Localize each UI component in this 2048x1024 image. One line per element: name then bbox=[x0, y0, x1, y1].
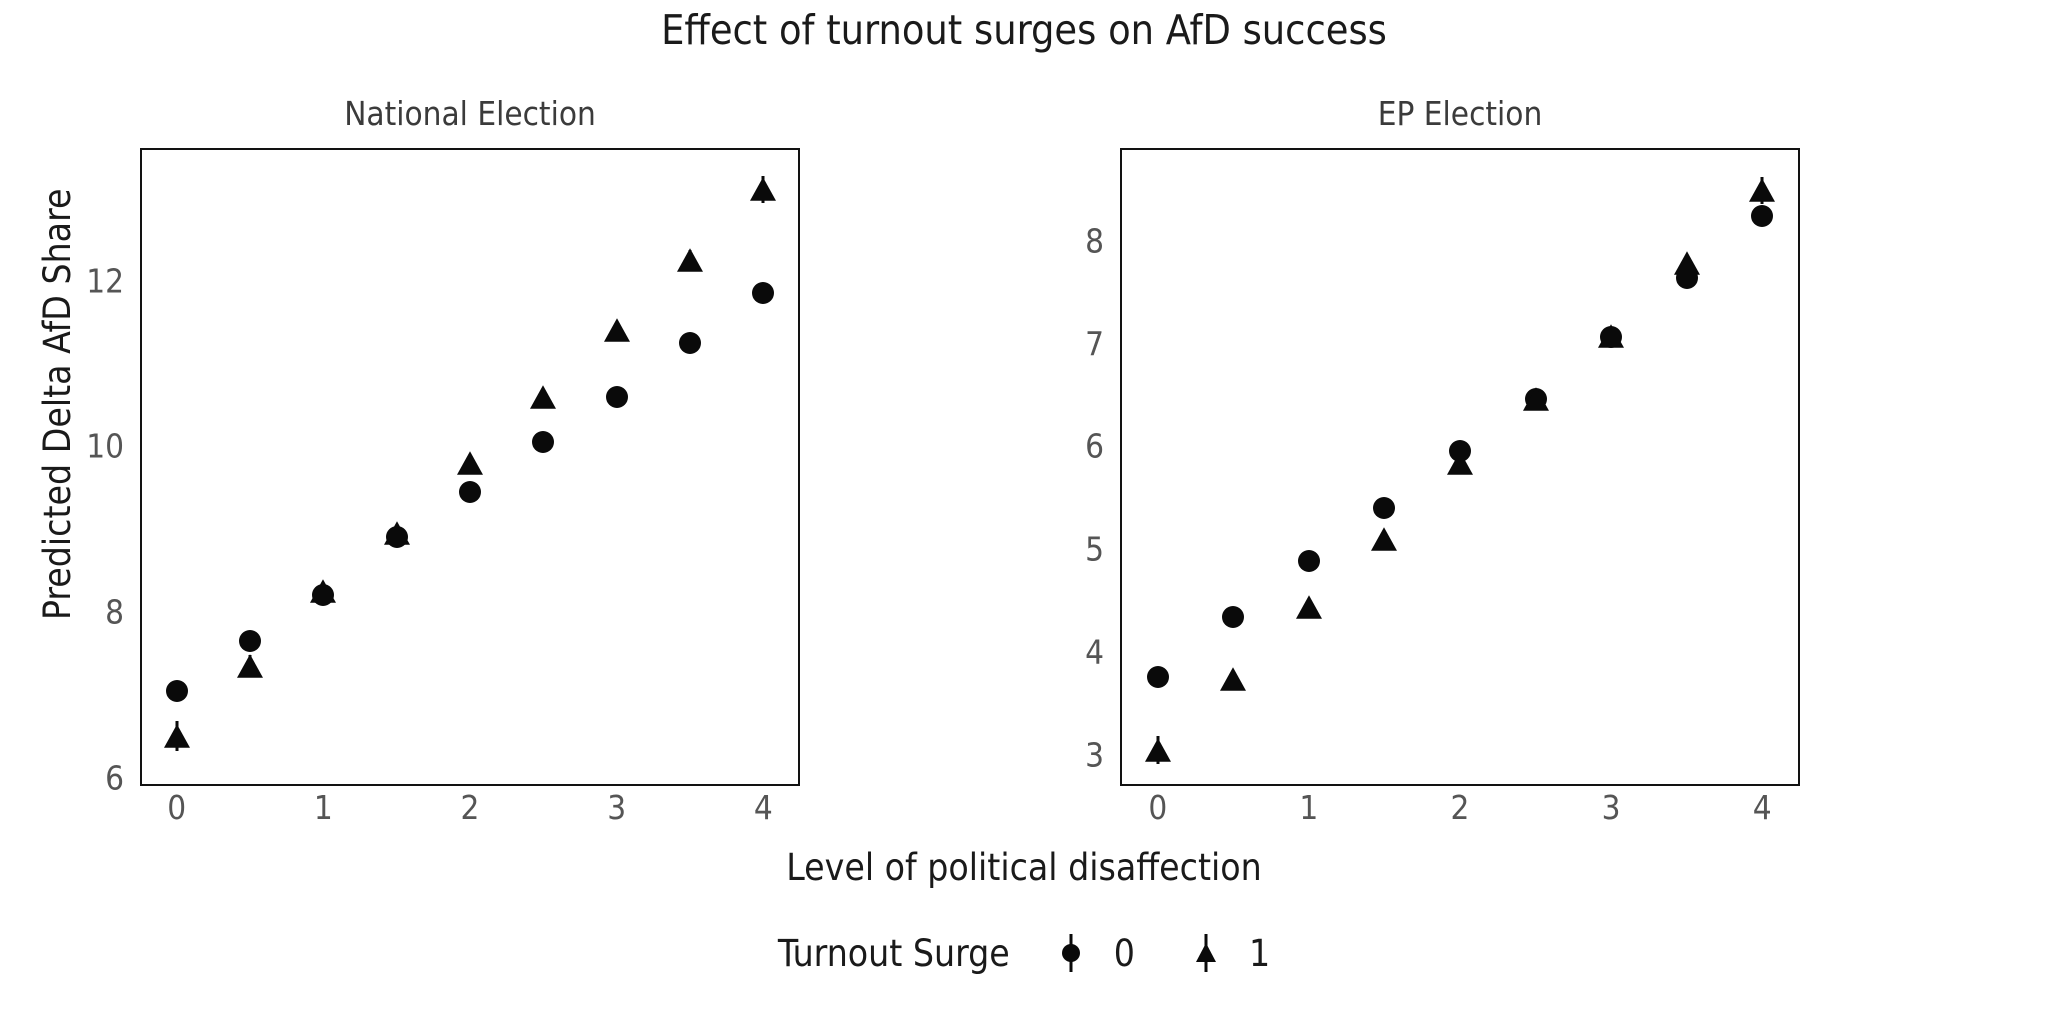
x-tick-label: 0 bbox=[167, 788, 187, 827]
data-point-triangle bbox=[1219, 666, 1247, 691]
legend-title: Turnout Surge bbox=[777, 931, 1010, 975]
data-point-triangle bbox=[1144, 737, 1172, 762]
data-point-circle bbox=[1448, 439, 1472, 463]
y-tick-label: 7 bbox=[1085, 324, 1104, 364]
data-point-triangle bbox=[309, 579, 337, 604]
data-point-circle bbox=[678, 331, 702, 355]
panel-title-national-election: National Election bbox=[344, 94, 596, 133]
data-point-triangle bbox=[1673, 251, 1701, 276]
data-point-triangle bbox=[603, 318, 631, 343]
x-tick-label: 0 bbox=[1148, 788, 1168, 827]
triangle-with-errorbar-icon bbox=[1189, 930, 1223, 976]
legend-item-0[interactable]: 0 bbox=[1054, 930, 1135, 976]
legend-label-0: 0 bbox=[1113, 931, 1135, 975]
x-tick-label: 2 bbox=[1450, 788, 1470, 827]
y-tick-label: 12 bbox=[86, 261, 124, 301]
data-point-circle bbox=[1372, 496, 1396, 520]
data-point-circle bbox=[751, 281, 775, 305]
data-point-triangle bbox=[1446, 450, 1474, 475]
data-point-triangle bbox=[456, 450, 484, 475]
data-point-triangle bbox=[749, 177, 777, 202]
circle-with-errorbar-icon bbox=[1054, 930, 1088, 976]
y-axis-title: Predicted Delta AfD Share bbox=[36, 188, 79, 620]
x-tick-label: 3 bbox=[607, 788, 627, 827]
x-tick-label: 2 bbox=[460, 788, 480, 827]
x-tick-label: 1 bbox=[1299, 788, 1319, 827]
data-point-triangle bbox=[1597, 324, 1625, 349]
y-tick-label: 10 bbox=[86, 426, 124, 466]
y-tick-label: 8 bbox=[1085, 221, 1104, 261]
data-point-triangle bbox=[1295, 594, 1323, 619]
y-tick-label: 6 bbox=[105, 758, 124, 798]
y-tick-label: 6 bbox=[1085, 426, 1104, 466]
data-point-circle bbox=[165, 679, 189, 703]
data-point-triangle bbox=[383, 521, 411, 546]
data-point-circle bbox=[1221, 605, 1245, 629]
legend-item-1[interactable]: 1 bbox=[1189, 930, 1270, 976]
figure-title: Effect of turnout surges on AfD success bbox=[661, 6, 1387, 54]
x-tick-label: 4 bbox=[753, 788, 773, 827]
x-tick-label: 3 bbox=[1601, 788, 1621, 827]
data-point-circle bbox=[1297, 549, 1321, 573]
data-point-triangle bbox=[1748, 177, 1776, 202]
x-tick-label: 4 bbox=[1752, 788, 1772, 827]
data-point-circle bbox=[238, 629, 262, 653]
legend-label-1: 1 bbox=[1248, 931, 1271, 975]
data-point-triangle bbox=[163, 724, 191, 749]
data-point-triangle bbox=[529, 384, 557, 409]
y-tick-label: 4 bbox=[1085, 632, 1104, 672]
x-tick-label: 1 bbox=[313, 788, 333, 827]
data-point-circle bbox=[458, 480, 482, 504]
data-point-circle bbox=[1146, 665, 1170, 689]
y-tick-label: 5 bbox=[1085, 529, 1104, 569]
data-point-circle bbox=[1750, 204, 1774, 228]
legend: Turnout Surge 0 1 bbox=[0, 930, 2048, 976]
data-point-circle bbox=[531, 430, 555, 454]
panel-title-ep-election: EP Election bbox=[1377, 94, 1543, 133]
data-point-triangle bbox=[676, 247, 704, 272]
y-tick-label: 3 bbox=[1085, 735, 1104, 775]
data-point-triangle bbox=[1370, 526, 1398, 551]
data-point-triangle bbox=[1522, 386, 1550, 411]
x-axis-title: Level of political disaffection bbox=[786, 846, 1262, 889]
data-point-circle bbox=[605, 385, 629, 409]
data-point-triangle bbox=[236, 653, 264, 678]
y-tick-label: 8 bbox=[105, 592, 124, 632]
